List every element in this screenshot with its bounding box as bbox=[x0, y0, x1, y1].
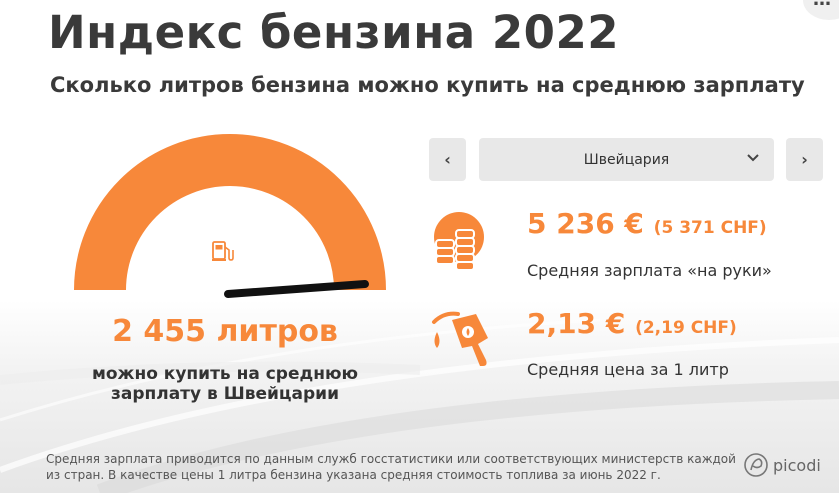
prev-country-button[interactable]: ‹ bbox=[429, 138, 466, 181]
page-title: Индекс бензина 2022 bbox=[48, 6, 620, 59]
price-value: 2,13 € (2,19 CHF) bbox=[527, 307, 737, 340]
price-eur: 2,13 € bbox=[527, 307, 626, 340]
next-country-button[interactable]: › bbox=[786, 138, 823, 181]
salary-label: Средняя зарплата «на руки» bbox=[527, 261, 772, 280]
brand-logo[interactable]: picodi bbox=[743, 452, 839, 478]
fuel-gauge bbox=[74, 134, 386, 298]
brand-name: picodi bbox=[773, 455, 821, 475]
more-options-button[interactable]: … bbox=[803, 0, 839, 20]
coins-icon bbox=[434, 212, 484, 271]
chevron-down-icon bbox=[746, 150, 760, 168]
chevron-right-icon: › bbox=[801, 150, 808, 169]
picodi-logo-icon bbox=[744, 453, 768, 477]
salary-eur: 5 236 € bbox=[527, 207, 644, 240]
salary-chf: (5 371 CHF) bbox=[653, 218, 767, 238]
gauge-needle bbox=[224, 280, 369, 298]
salary-value: 5 236 € (5 371 CHF) bbox=[527, 207, 767, 240]
price-label: Средняя цена за 1 литр bbox=[527, 360, 729, 379]
liters-value: 2 455 литров bbox=[112, 314, 338, 349]
road-background bbox=[0, 300, 839, 493]
fuel-pump-icon bbox=[212, 241, 234, 261]
fuel-nozzle-icon bbox=[432, 311, 488, 366]
price-chf: (2,19 CHF) bbox=[635, 318, 737, 338]
liters-caption: можно купить на среднюю зарплату в Швейц… bbox=[91, 364, 359, 404]
gauge-arc bbox=[74, 134, 386, 291]
chevron-left-icon: ‹ bbox=[444, 150, 451, 169]
page-subtitle: Сколько литров бензина можно купить на с… bbox=[50, 73, 805, 97]
country-select-value: Швейцария bbox=[583, 151, 670, 168]
country-select[interactable]: Швейцария bbox=[479, 138, 774, 181]
more-icon: … bbox=[813, 0, 831, 10]
footnote: Средняя зарплата приводится по данным сл… bbox=[46, 452, 736, 482]
